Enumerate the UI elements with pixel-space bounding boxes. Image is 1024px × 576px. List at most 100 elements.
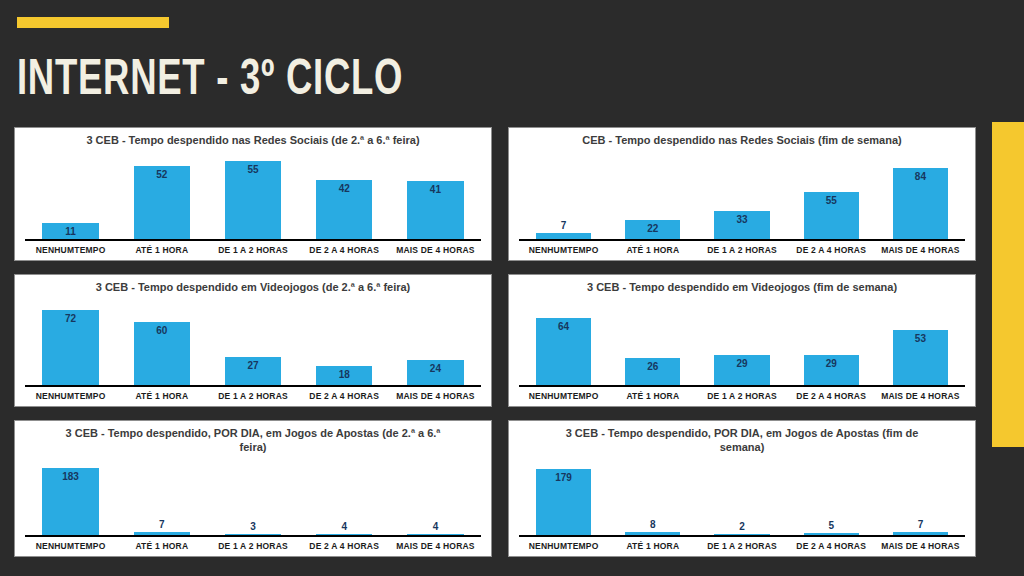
category-label: MAIS DE 4 HORAS xyxy=(876,541,965,551)
bar-slot: 11 xyxy=(25,154,116,239)
bar-value-label: 183 xyxy=(22,472,119,482)
bar: 84 xyxy=(893,168,948,239)
bar-slot: 183 xyxy=(25,462,116,535)
bar: 29 xyxy=(804,355,859,385)
chart-panel-5: 3 CEB - Tempo despendido, POR DIA, em Jo… xyxy=(14,420,492,557)
bar: 53 xyxy=(893,330,948,385)
bar: 64 xyxy=(536,318,591,385)
bar: 24 xyxy=(407,360,464,385)
bar: 3 xyxy=(225,534,282,535)
bar-slot: 29 xyxy=(787,301,876,385)
bar-value-label: 7 xyxy=(114,520,211,530)
bar: 55 xyxy=(804,192,859,239)
chart-panel-1: 3 CEB - Tempo despendido nas Redes Socia… xyxy=(14,127,492,261)
bar-value-label: 26 xyxy=(605,362,700,372)
bar-slot: 7 xyxy=(519,154,608,239)
bar-slot: 7 xyxy=(116,462,207,535)
bar: 4 xyxy=(316,534,373,535)
chart-title: 3 CEB - Tempo despendido, POR DIA, em Jo… xyxy=(15,421,491,457)
category-label: MAIS DE 4 HORAS xyxy=(876,245,965,255)
category-label: MAIS DE 4 HORAS xyxy=(390,541,481,551)
plot-area: 1152554241 xyxy=(25,149,481,241)
bar: 33 xyxy=(714,211,769,239)
bar: 41 xyxy=(407,181,464,239)
bar: 29 xyxy=(714,355,769,385)
category-axis: NENHUMTEMPOATÉ 1 HORADE 1 A 2 HORASDE 2 … xyxy=(25,387,481,406)
category-label: NENHUMTEMPO xyxy=(25,541,116,551)
bar-value-label: 179 xyxy=(516,473,611,483)
plot-area: 7 22 33 55 84 xyxy=(519,149,965,241)
bar-value-label: 7 xyxy=(873,520,968,530)
bar-value-label: 4 xyxy=(296,522,393,532)
bar-value-label: 42 xyxy=(296,184,393,194)
bar: 11 xyxy=(42,223,99,239)
page-title: INTERNET - 3º CICLO xyxy=(17,52,403,102)
bar: 5 xyxy=(804,533,859,535)
category-axis: NENHUMTEMPOATÉ 1 HORADE 1 A 2 HORASDE 2 … xyxy=(25,537,481,556)
category-axis: NENHUMTEMPOATÉ 1 HORADE 1 A 2 HORASDE 2 … xyxy=(519,241,965,260)
bar: 52 xyxy=(134,166,191,239)
bar: 183 xyxy=(42,468,99,535)
bar-slot: 26 xyxy=(608,301,697,385)
category-label: NENHUMTEMPO xyxy=(519,541,608,551)
bar-slot: 29 xyxy=(697,301,786,385)
bar: 2 xyxy=(714,534,769,535)
category-label: DE 2 A 4 HORAS xyxy=(299,541,390,551)
accent-bar-right xyxy=(992,122,1024,447)
bar-slot: 4 xyxy=(299,462,390,535)
chart-panel-2: CEB - Tempo despendido nas Redes Sociais… xyxy=(508,127,976,261)
bar-slot: 33 xyxy=(697,154,786,239)
chart-title: CEB - Tempo despendido nas Redes Sociais… xyxy=(509,128,975,149)
bar-value-label: 55 xyxy=(205,165,302,175)
bar-slot: 72 xyxy=(25,301,116,385)
bar-value-label: 52 xyxy=(114,170,211,180)
bar-slot: 179 xyxy=(519,462,608,535)
bar-value-label: 4 xyxy=(387,522,484,532)
bar-slot: 3 xyxy=(207,462,298,535)
bar-value-label: 55 xyxy=(784,196,879,206)
bar-slot: 84 xyxy=(876,154,965,239)
bar-value-label: 5 xyxy=(784,521,879,531)
bar-value-label: 2 xyxy=(694,522,789,532)
category-label: DE 1 A 2 HORAS xyxy=(207,541,298,551)
bar-slot: 52 xyxy=(116,154,207,239)
slide: { "slide": { "title": "INTERNET - 3º CIC… xyxy=(0,0,1024,576)
bar-slot: 27 xyxy=(207,301,298,385)
category-label: ATÉ 1 HORA xyxy=(116,391,207,401)
chart-title: 3 CEB - Tempo despendido nas Redes Socia… xyxy=(15,128,491,149)
bar-slot: 53 xyxy=(876,301,965,385)
bar-slot: 22 xyxy=(608,154,697,239)
plot-area: 183 7 3 4 4 xyxy=(25,457,481,537)
chart-panel-4: 3 CEB - Tempo despendido em Videojogos (… xyxy=(508,274,976,407)
chart-panel-6: 3 CEB - Tempo despendido, POR DIA, em Jo… xyxy=(508,420,976,557)
bar-value-label: 33 xyxy=(694,215,789,225)
accent-bar-top xyxy=(17,17,169,28)
bar: 7 xyxy=(134,532,191,535)
bar-slot: 60 xyxy=(116,301,207,385)
category-axis: NENHUMTEMPOATÉ 1 HORADE 1 A 2 HORASDE 2 … xyxy=(519,537,965,556)
category-label: ATÉ 1 HORA xyxy=(608,391,697,401)
bar-slot: 42 xyxy=(299,154,390,239)
bar-slot: 5 xyxy=(787,462,876,535)
category-label: ATÉ 1 HORA xyxy=(116,541,207,551)
category-label: DE 2 A 4 HORAS xyxy=(299,245,390,255)
category-axis: NENHUMTEMPOATÉ 1 HORADE 1 A 2 HORASDE 2 … xyxy=(25,241,481,260)
bar-value-label: 8 xyxy=(605,520,700,530)
bar: 22 xyxy=(625,220,680,239)
bar-slot: 55 xyxy=(207,154,298,239)
category-label: DE 1 A 2 HORAS xyxy=(697,541,786,551)
category-axis: NENHUMTEMPOATÉ 1 HORADE 1 A 2 HORASDE 2 … xyxy=(519,387,965,406)
category-label: DE 2 A 4 HORAS xyxy=(787,391,876,401)
category-label: ATÉ 1 HORA xyxy=(608,541,697,551)
category-label: DE 1 A 2 HORAS xyxy=(207,245,298,255)
plot-area: 6426292953 xyxy=(519,296,965,387)
bar: 179 xyxy=(536,469,591,535)
plot-area: 1798257 xyxy=(519,457,965,537)
category-label: DE 1 A 2 HORAS xyxy=(697,245,786,255)
bar-value-label: 64 xyxy=(516,322,611,332)
bar-value-label: 11 xyxy=(22,227,119,237)
category-label: NENHUMTEMPO xyxy=(519,391,608,401)
bar-value-label: 53 xyxy=(873,334,968,344)
bar-value-label: 29 xyxy=(784,359,879,369)
bar-value-label: 60 xyxy=(114,326,211,336)
